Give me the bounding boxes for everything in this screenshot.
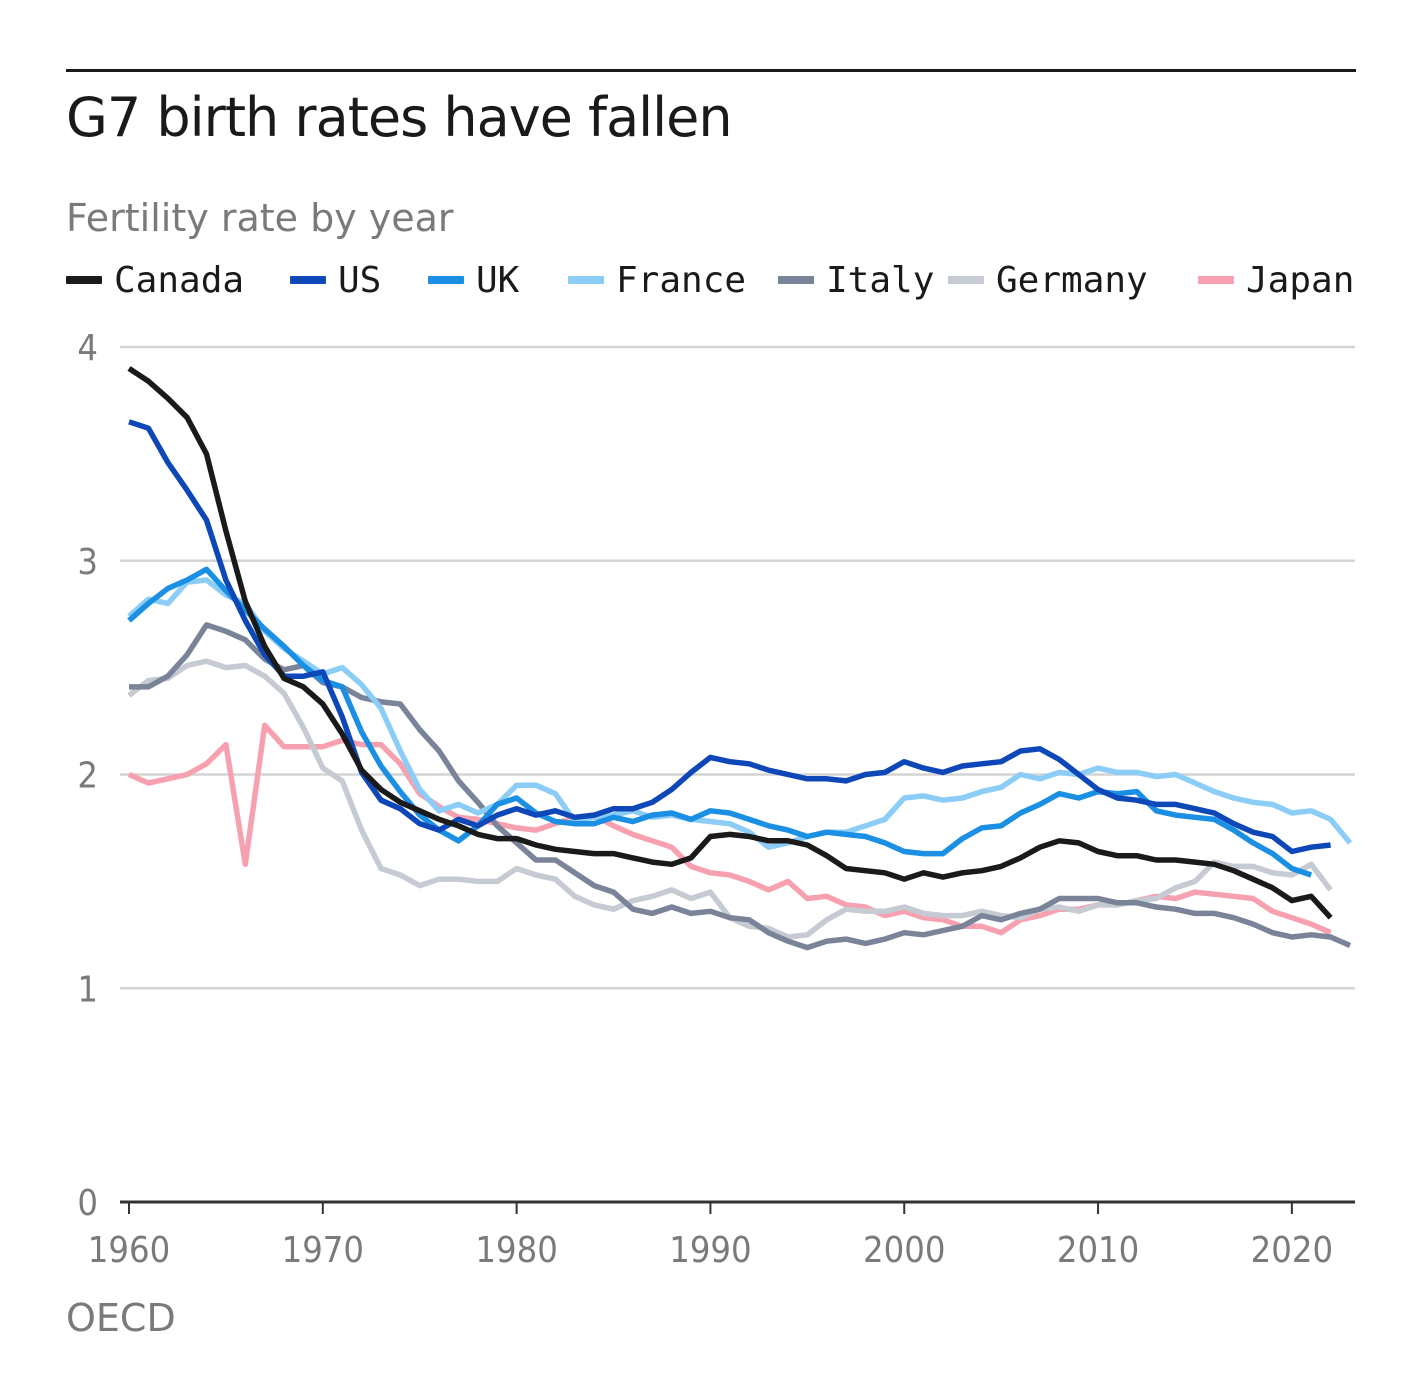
legend-label: Italy <box>826 259 935 301</box>
legend-swatch <box>948 276 984 284</box>
legend-item-uk: UK <box>428 258 519 302</box>
legend-swatch <box>66 276 102 284</box>
y-tick-label: 3 <box>77 542 98 583</box>
chart-title: G7 birth rates have fallen <box>66 86 733 149</box>
legend-item-japan: Japan <box>1198 258 1354 302</box>
x-tick-label: 1960 <box>88 1230 170 1271</box>
legend-swatch <box>778 276 814 284</box>
top-rule <box>66 69 1356 72</box>
legend-swatch <box>290 276 326 284</box>
legend-label: Germany <box>996 259 1148 301</box>
y-tick-label: 2 <box>77 756 98 797</box>
y-tick-label: 4 <box>77 328 98 369</box>
legend: Canada US UK France Italy Germany Japan <box>66 258 1356 302</box>
y-tick-label: 0 <box>77 1183 98 1224</box>
source-note: OECD <box>66 1296 176 1340</box>
chart-subtitle: Fertility rate by year <box>66 196 454 240</box>
series-line-canada <box>127 366 1333 920</box>
legend-label: UK <box>476 259 520 301</box>
x-tick-label: 1990 <box>669 1230 751 1271</box>
legend-swatch <box>1198 276 1234 284</box>
legend-item-germany: Germany <box>948 258 1148 302</box>
legend-label: US <box>338 259 382 301</box>
series-line-france <box>127 577 1353 850</box>
legend-label: France <box>616 259 747 301</box>
legend-label: Canada <box>114 259 245 301</box>
legend-item-canada: Canada <box>66 258 244 302</box>
y-tick-label: 1 <box>77 969 98 1010</box>
x-tick-label: 1970 <box>282 1230 364 1271</box>
x-tick-label: 2000 <box>863 1230 945 1271</box>
legend-swatch <box>568 276 604 284</box>
legend-item-italy: Italy <box>778 258 934 302</box>
legend-label: Japan <box>1246 259 1355 301</box>
series-line-uk <box>127 566 1313 878</box>
x-tick-label: 1980 <box>475 1230 557 1271</box>
legend-swatch <box>428 276 464 284</box>
legend-item-us: US <box>290 258 381 302</box>
series-line-us <box>128 419 1331 855</box>
legend-item-france: France <box>568 258 746 302</box>
x-tick-label: 2020 <box>1251 1230 1333 1271</box>
x-tick-label: 2010 <box>1057 1230 1139 1271</box>
